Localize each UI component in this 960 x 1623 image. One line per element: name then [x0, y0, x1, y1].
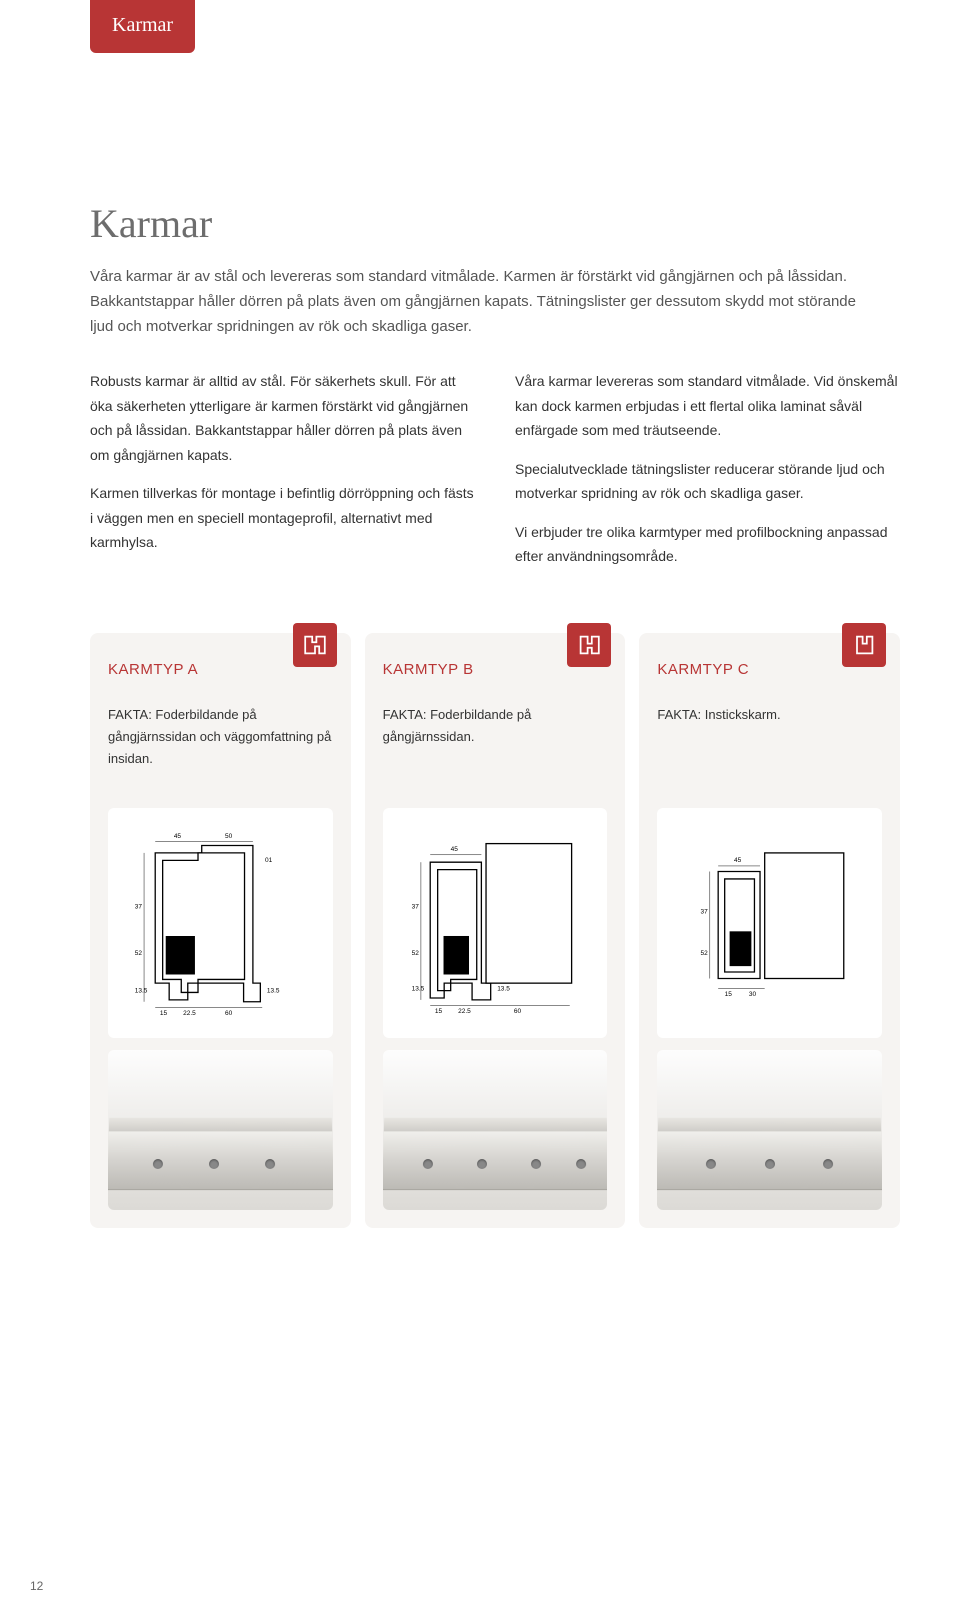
profile-icon-a	[293, 623, 337, 667]
profile-icon-c	[842, 623, 886, 667]
card-karmtyp-a: KARMTYP A FAKTA: Foderbildande på gångjä…	[90, 633, 351, 1228]
left-p2: Karmen tillverkas för montage i befintli…	[90, 481, 475, 555]
svg-text:01: 01	[265, 857, 273, 864]
page-number: 12	[30, 1579, 43, 1593]
svg-text:60: 60	[225, 1010, 233, 1017]
right-column: Våra karmar levereras som standard vitmå…	[515, 369, 900, 583]
svg-text:13.5: 13.5	[135, 988, 148, 995]
svg-text:30: 30	[749, 991, 757, 998]
svg-text:13.5: 13.5	[267, 988, 280, 995]
right-p3: Vi erbjuder tre olika karmtyper med prof…	[515, 520, 900, 569]
card-karmtyp-b: KARMTYP B FAKTA: Foderbildande på gångjä…	[365, 633, 626, 1228]
left-p1: Robusts karmar är alltid av stål. För sä…	[90, 369, 475, 467]
svg-text:15: 15	[725, 991, 733, 998]
svg-text:45: 45	[174, 833, 182, 840]
diagram-c: 45 37 52 15 30	[657, 808, 882, 1038]
card-karmtyp-c: KARMTYP C FAKTA: Instickskarm. 45 37 52 …	[639, 633, 900, 1228]
photo-b	[383, 1050, 608, 1210]
svg-text:37: 37	[135, 904, 143, 911]
svg-text:45: 45	[450, 846, 458, 853]
right-p1: Våra karmar levereras som standard vitmå…	[515, 369, 900, 443]
svg-text:60: 60	[514, 1008, 522, 1015]
svg-text:13.5: 13.5	[497, 986, 510, 993]
photo-c	[657, 1050, 882, 1210]
svg-text:52: 52	[701, 950, 709, 957]
svg-text:22.5: 22.5	[458, 1008, 471, 1015]
svg-text:22.5: 22.5	[183, 1010, 196, 1017]
svg-text:52: 52	[411, 950, 419, 957]
card-fakta-b: FAKTA: Foderbildande på gångjärnssidan.	[383, 704, 608, 794]
svg-text:45: 45	[734, 857, 742, 864]
profile-icon-b	[567, 623, 611, 667]
photo-a	[108, 1050, 333, 1210]
section-tab: Karmar	[90, 0, 195, 53]
svg-text:15: 15	[160, 1010, 168, 1017]
diagram-a: 45 50 01 37 52 13.5 15 22.5 60 13.5	[108, 808, 333, 1038]
svg-text:37: 37	[411, 904, 419, 911]
svg-text:52: 52	[135, 950, 143, 957]
svg-text:13.5: 13.5	[411, 986, 424, 993]
card-fakta-c: FAKTA: Instickskarm.	[657, 704, 882, 794]
right-p2: Specialutvecklade tätningslister reducer…	[515, 457, 900, 506]
page-title: Karmar	[90, 0, 900, 247]
body-columns: Robusts karmar är alltid av stål. För sä…	[90, 369, 900, 583]
svg-text:37: 37	[701, 908, 709, 915]
karmtyp-cards: KARMTYP A FAKTA: Foderbildande på gångjä…	[90, 633, 900, 1228]
left-column: Robusts karmar är alltid av stål. För sä…	[90, 369, 475, 583]
svg-text:15: 15	[435, 1008, 443, 1015]
diagram-b: 45 37 52 13.5 15 22.5 60 13.5	[383, 808, 608, 1038]
svg-text:50: 50	[225, 833, 233, 840]
intro-paragraph: Våra karmar är av stål och levereras som…	[90, 265, 870, 339]
card-fakta-a: FAKTA: Foderbildande på gångjärnssidan o…	[108, 704, 333, 794]
